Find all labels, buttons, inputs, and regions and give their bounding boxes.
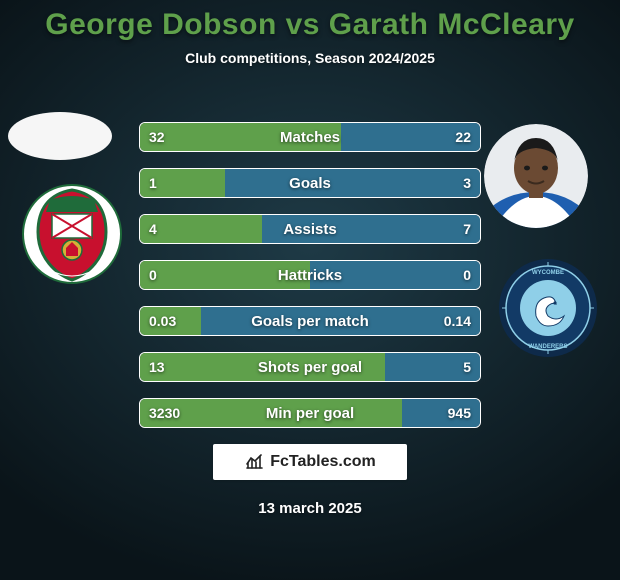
- stat-label: Matches: [139, 122, 481, 152]
- stat-value-left: 0.03: [149, 306, 176, 336]
- stat-value-left: 4: [149, 214, 157, 244]
- club-crest-left: [22, 184, 122, 284]
- svg-text:WYCOMBE: WYCOMBE: [532, 270, 564, 276]
- stat-value-right: 3: [463, 168, 471, 198]
- player-avatar-right: [484, 124, 588, 228]
- page-title: George Dobson vs Garath McCleary: [0, 0, 620, 42]
- brand-text: FcTables.com: [270, 453, 376, 471]
- content-root: George Dobson vs Garath McCleary Club co…: [0, 0, 620, 580]
- stat-value-right: 0: [463, 260, 471, 290]
- stat-row: Assists4 7: [139, 214, 481, 244]
- player-avatar-left: [8, 112, 112, 160]
- stat-row: Hattricks0 0: [139, 260, 481, 290]
- stat-value-right: 945: [448, 398, 471, 428]
- stat-value-right: 7: [463, 214, 471, 244]
- stat-row: Matches32 22: [139, 122, 481, 152]
- stat-value-left: 1: [149, 168, 157, 198]
- brand-card: FcTables.com: [213, 444, 407, 480]
- stat-row: Goals1 3: [139, 168, 481, 198]
- stat-value-left: 0: [149, 260, 157, 290]
- comparison-bars: Matches3222Goals13Assists47Hattricks00Go…: [139, 122, 481, 444]
- footer-date: 13 march 2025: [0, 500, 620, 517]
- stat-value-right: 0.14: [444, 306, 471, 336]
- brand-icon: [244, 453, 264, 471]
- stat-value-left: 13: [149, 352, 165, 382]
- stat-row: Shots per goal13 5: [139, 352, 481, 382]
- stat-value-right: 22: [455, 122, 471, 152]
- stat-value-left: 32: [149, 122, 165, 152]
- stat-label: Shots per goal: [139, 352, 481, 382]
- stat-label: Min per goal: [139, 398, 481, 428]
- svg-text:WANDERERS: WANDERERS: [528, 344, 567, 350]
- club-crest-right: WYCOMBE WANDERERS: [498, 258, 598, 358]
- stat-label: Hattricks: [139, 260, 481, 290]
- stat-label: Goals: [139, 168, 481, 198]
- stat-label: Goals per match: [139, 306, 481, 336]
- page-subtitle: Club competitions, Season 2024/2025: [0, 50, 620, 66]
- stat-value-left: 3230: [149, 398, 180, 428]
- stat-label: Assists: [139, 214, 481, 244]
- stat-row: Goals per match0.03 0.14: [139, 306, 481, 336]
- stat-row: Min per goal3230 945: [139, 398, 481, 428]
- stat-value-right: 5: [463, 352, 471, 382]
